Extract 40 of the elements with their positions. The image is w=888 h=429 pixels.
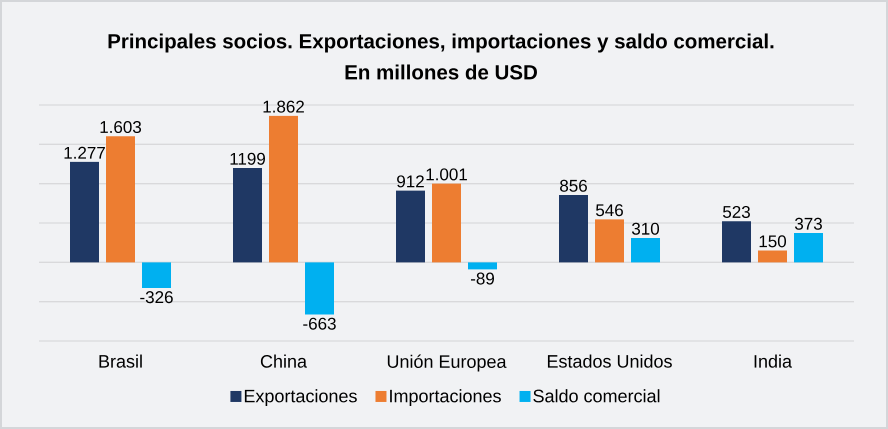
bar (142, 262, 172, 288)
x-tick-label: Unión Europea (388, 354, 506, 372)
bar (70, 162, 99, 262)
data-label: 523 (722, 206, 750, 218)
legend-label: Importaciones (390, 389, 501, 406)
data-label: 1199 (230, 152, 265, 165)
bar (106, 136, 136, 262)
bar (269, 116, 298, 262)
bar (559, 194, 588, 262)
bar (468, 262, 497, 270)
bar (305, 262, 334, 314)
bar (631, 238, 660, 262)
data-label: 150 (760, 235, 786, 248)
x-tick-label: Estados Unidos (548, 354, 672, 368)
data-label: 1.277 (64, 146, 105, 159)
data-label: 310 (632, 222, 660, 235)
bar (722, 221, 752, 262)
data-label: 373 (794, 218, 822, 230)
bar (432, 184, 462, 262)
bar (233, 168, 262, 262)
data-label: -89 (470, 272, 494, 285)
data-label: -326 (140, 291, 173, 304)
data-label: -663 (303, 318, 336, 330)
x-tick-label: China (260, 354, 308, 368)
bar (758, 250, 787, 262)
data-label: 856 (560, 180, 587, 192)
data-label: 1.862 (264, 100, 304, 113)
legend-label: Saldo comercial (533, 389, 660, 402)
legend-label: Exportaciones (244, 389, 357, 406)
chart-title: Principales socios. Exportaciones, importaciones y saldo comercial. (108, 33, 774, 53)
bar (595, 219, 624, 262)
data-label: 1.001 (426, 168, 467, 180)
x-tick-label: India (754, 354, 792, 368)
x-tick-label: Brasil (99, 354, 142, 368)
data-label: 546 (596, 204, 623, 216)
bar (396, 190, 426, 262)
data-label: 1.603 (100, 120, 142, 134)
chart-subtitle: En millones de USD (346, 64, 537, 80)
data-label: 912 (397, 175, 424, 188)
bar (794, 232, 824, 262)
